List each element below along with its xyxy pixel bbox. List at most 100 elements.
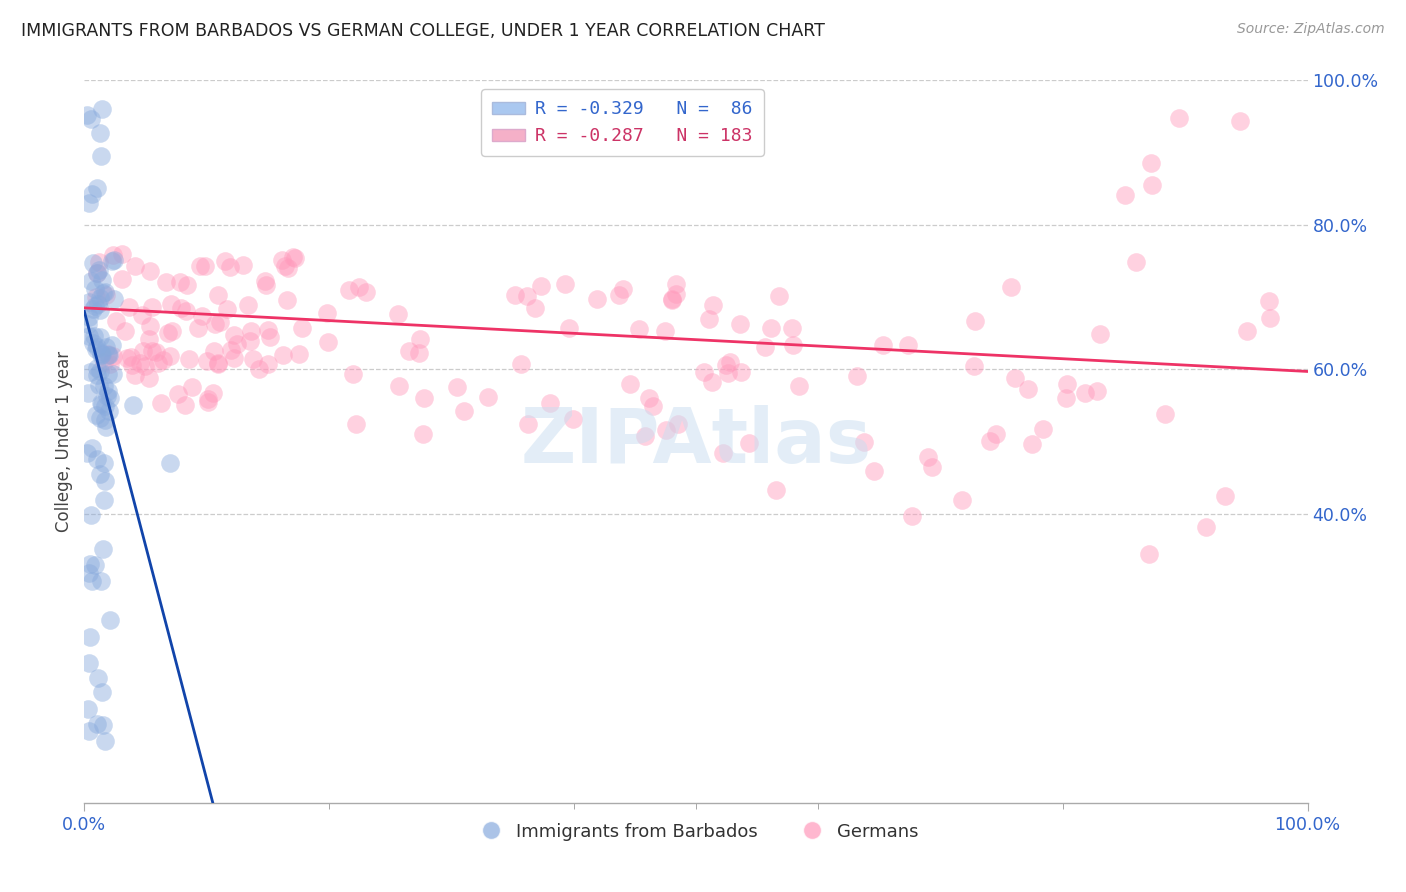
- Point: [90, 103, 112, 117]
- Point: [782, 338, 804, 352]
- Point: [124, 259, 146, 273]
- Point: [697, 312, 720, 326]
- Point: [87, 254, 110, 268]
- Y-axis label: College, Under 1 year: College, Under 1 year: [55, 351, 73, 533]
- Point: [84, 343, 107, 357]
- Point: [79, 274, 101, 288]
- Point: [655, 423, 678, 437]
- Point: [96, 384, 118, 399]
- Point: [94, 734, 117, 748]
- Point: [90, 149, 112, 163]
- Point: [1054, 391, 1077, 405]
- Point: [197, 395, 219, 409]
- Point: [259, 330, 281, 344]
- Point: [1229, 113, 1251, 128]
- Point: [1074, 386, 1097, 401]
- Point: [83, 282, 105, 296]
- Point: [505, 288, 527, 302]
- Point: [316, 306, 339, 320]
- Point: [93, 456, 115, 470]
- Point: [239, 334, 262, 348]
- Point: [242, 351, 264, 366]
- Point: [181, 380, 204, 394]
- Point: [170, 301, 193, 315]
- Point: [162, 325, 184, 339]
- Point: [141, 300, 163, 314]
- Point: [984, 426, 1007, 441]
- Point: [215, 301, 238, 316]
- Point: [90, 348, 112, 362]
- Point: [1236, 324, 1258, 338]
- Point: [477, 390, 499, 404]
- Point: [87, 671, 110, 685]
- Point: [94, 285, 117, 300]
- Point: [89, 303, 111, 318]
- Point: [387, 307, 409, 321]
- Point: [89, 292, 111, 306]
- Point: [105, 313, 128, 327]
- Point: [202, 344, 225, 359]
- Point: [98, 404, 121, 418]
- Point: [93, 474, 115, 488]
- Point: [86, 340, 108, 354]
- Point: [80, 112, 103, 127]
- Point: [1017, 382, 1039, 396]
- Point: [191, 310, 214, 324]
- Point: [77, 385, 100, 400]
- Point: [218, 260, 240, 274]
- Point: [94, 287, 117, 301]
- Point: [84, 558, 107, 572]
- Point: [93, 542, 115, 557]
- Point: [80, 187, 103, 202]
- Point: [204, 318, 226, 332]
- Point: [121, 358, 143, 372]
- Point: [122, 398, 145, 412]
- Point: [638, 391, 661, 405]
- Point: [453, 404, 475, 418]
- Point: [664, 287, 686, 301]
- Point: [79, 508, 101, 522]
- Point: [90, 397, 112, 411]
- Point: [765, 483, 787, 498]
- Point: [516, 417, 538, 432]
- Point: [101, 367, 124, 381]
- Point: [557, 321, 579, 335]
- Point: [148, 356, 170, 370]
- Point: [138, 332, 160, 346]
- Point: [846, 368, 869, 383]
- Point: [277, 260, 299, 275]
- Point: [91, 347, 114, 361]
- Point: [114, 325, 136, 339]
- Point: [194, 259, 217, 273]
- Point: [562, 411, 585, 425]
- Point: [90, 396, 112, 410]
- Point: [86, 266, 108, 280]
- Point: [79, 365, 101, 379]
- Point: [288, 347, 311, 361]
- Point: [118, 300, 141, 314]
- Point: [139, 264, 162, 278]
- Point: [89, 126, 111, 140]
- Point: [89, 329, 111, 343]
- Point: [202, 386, 225, 401]
- Point: [1258, 293, 1281, 308]
- Point: [103, 252, 125, 267]
- Point: [872, 337, 894, 351]
- Point: [1258, 311, 1281, 326]
- Point: [702, 298, 724, 312]
- Point: [291, 321, 314, 335]
- Point: [77, 566, 100, 580]
- Point: [89, 410, 111, 425]
- Point: [91, 273, 114, 287]
- Point: [131, 308, 153, 322]
- Point: [232, 258, 254, 272]
- Point: [716, 358, 738, 372]
- Point: [1137, 547, 1160, 561]
- Point: [166, 387, 188, 401]
- Point: [510, 357, 533, 371]
- Point: [538, 396, 561, 410]
- Point: [176, 277, 198, 292]
- Point: [730, 365, 752, 379]
- Point: [554, 277, 576, 291]
- Point: [718, 355, 741, 369]
